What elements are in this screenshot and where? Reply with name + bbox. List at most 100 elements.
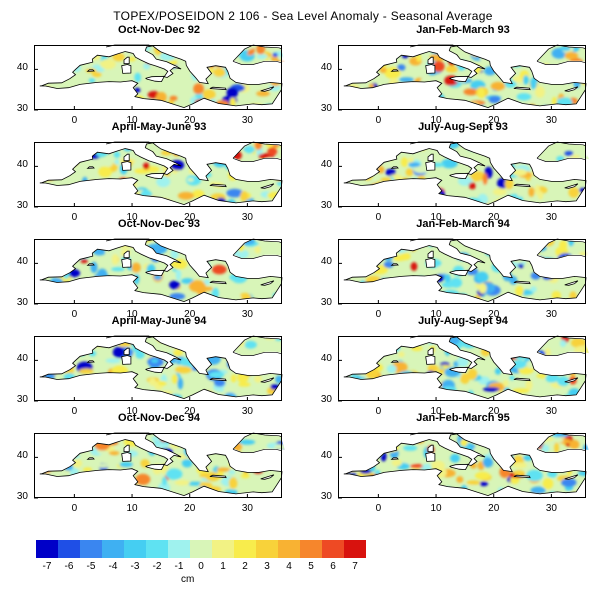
- x-tick-label: 20: [184, 309, 196, 320]
- map-frame: [338, 336, 586, 401]
- colorbar-swatch: [256, 540, 279, 558]
- map-panel: July-Aug-Sept 94 0 10 20 30: [338, 315, 589, 417]
- colorbar-swatch: [80, 540, 103, 558]
- coastline: [536, 60, 587, 65]
- island-outline: [448, 172, 469, 180]
- colorbar-tick-label: -3: [130, 561, 140, 572]
- sea-level-map: 0 10 20 30: [34, 141, 285, 223]
- x-tick-label: 10: [430, 503, 442, 514]
- x-tick-label: 30: [242, 406, 254, 417]
- y-tick-label: 40: [16, 353, 28, 365]
- x-tick-label: 20: [184, 212, 196, 223]
- colorbar-swatches: [36, 540, 367, 558]
- colorbar-tick-label: -7: [42, 561, 52, 572]
- coastline: [536, 254, 587, 259]
- coastline: [232, 448, 283, 453]
- map-frame: [34, 433, 282, 498]
- coastline: [39, 336, 283, 400]
- island-outline: [121, 355, 132, 365]
- x-tick-label: 10: [126, 503, 138, 514]
- colorbar-tick-label: 4: [286, 561, 292, 572]
- colorbar-swatch: [344, 540, 367, 558]
- colorbar-swatch: [212, 540, 235, 558]
- panel-title: Jan-Feb-March 94: [416, 218, 510, 230]
- x-tick-label: 10: [126, 406, 138, 417]
- island-outline: [121, 64, 132, 74]
- colorbar-swatch: [58, 540, 81, 558]
- coastline: [232, 254, 283, 259]
- coastline: [39, 45, 283, 109]
- island-outline: [390, 69, 399, 72]
- y-tick-label: 30: [320, 200, 332, 211]
- panel-title: Oct-Nov-Dec 94: [118, 412, 200, 424]
- colorbar-tick-label: 0: [198, 561, 204, 572]
- x-tick-label: 10: [430, 406, 442, 417]
- island-outline: [144, 172, 165, 180]
- island-outline: [123, 56, 130, 65]
- x-tick-label: 30: [546, 406, 558, 417]
- colorbar-tick-label: 1: [220, 561, 226, 572]
- map-frame: [34, 336, 282, 401]
- map-frame: [338, 433, 586, 498]
- sea-level-map: 0 10 20 30: [338, 432, 589, 514]
- island-outline: [86, 69, 95, 72]
- panel-title: Oct-Nov-Dec 93: [118, 218, 200, 230]
- colorbar-tick-label: 5: [308, 561, 314, 572]
- x-tick-label: 30: [546, 115, 558, 126]
- island-outline: [513, 377, 531, 382]
- x-tick-label: 30: [242, 503, 254, 514]
- x-tick-label: 30: [242, 309, 254, 320]
- x-tick-label: 30: [242, 212, 254, 223]
- colorbar-swatch: [124, 540, 147, 558]
- x-tick-label: 0: [376, 115, 382, 126]
- island-outline: [209, 474, 227, 479]
- colorbar-swatch: [322, 540, 345, 558]
- island-outline: [513, 183, 531, 188]
- island-outline: [427, 444, 434, 453]
- map-panel: April-May-June 94 0 10 20 30: [34, 315, 285, 417]
- island-outline: [425, 64, 436, 74]
- map-frame: [34, 239, 282, 304]
- island-outline: [144, 269, 165, 277]
- island-outline: [513, 474, 531, 479]
- y-tick-label: 40: [320, 62, 332, 74]
- island-outline: [427, 153, 434, 162]
- y-tick-label: 30: [320, 297, 332, 308]
- island-outline: [123, 347, 130, 356]
- colorbar-tick-label: -1: [174, 561, 184, 572]
- sea-level-map: 0 10 20 30: [34, 238, 284, 320]
- y-tick-label: 40: [16, 256, 28, 268]
- y-tick-label: 40: [16, 159, 28, 171]
- sea-level-map: 0 10 20 30: [338, 141, 589, 223]
- island-outline: [425, 258, 436, 268]
- x-tick-label: 0: [72, 406, 78, 417]
- island-outline: [144, 75, 165, 83]
- island-outline: [427, 347, 434, 356]
- coastline: [343, 45, 587, 109]
- x-tick-label: 0: [376, 212, 382, 223]
- panel-title: July-Aug-Sept 94: [418, 315, 508, 327]
- map-panel: April-May-June 93 0 10 20 30: [34, 121, 285, 223]
- island-outline: [513, 280, 531, 285]
- colorbar-tick-label: -4: [108, 561, 118, 572]
- coastline: [343, 239, 587, 303]
- map-frame: [338, 142, 586, 207]
- x-tick-label: 30: [546, 503, 558, 514]
- island-outline: [86, 263, 95, 266]
- island-outline: [260, 474, 275, 480]
- island-outline: [209, 86, 227, 91]
- island-outline: [390, 457, 399, 460]
- x-tick-label: 0: [72, 115, 78, 126]
- colorbar-swatch: [146, 540, 169, 558]
- coastline: [39, 142, 283, 206]
- island-outline: [260, 280, 275, 286]
- x-tick-label: 10: [126, 115, 138, 126]
- x-tick-label: 10: [430, 212, 442, 223]
- y-tick-label: 40: [320, 159, 332, 171]
- island-outline: [448, 75, 469, 83]
- colorbar-swatch: [36, 540, 59, 558]
- island-outline: [564, 474, 579, 480]
- island-outline: [123, 250, 130, 259]
- x-tick-label: 20: [184, 115, 196, 126]
- island-outline: [121, 258, 132, 268]
